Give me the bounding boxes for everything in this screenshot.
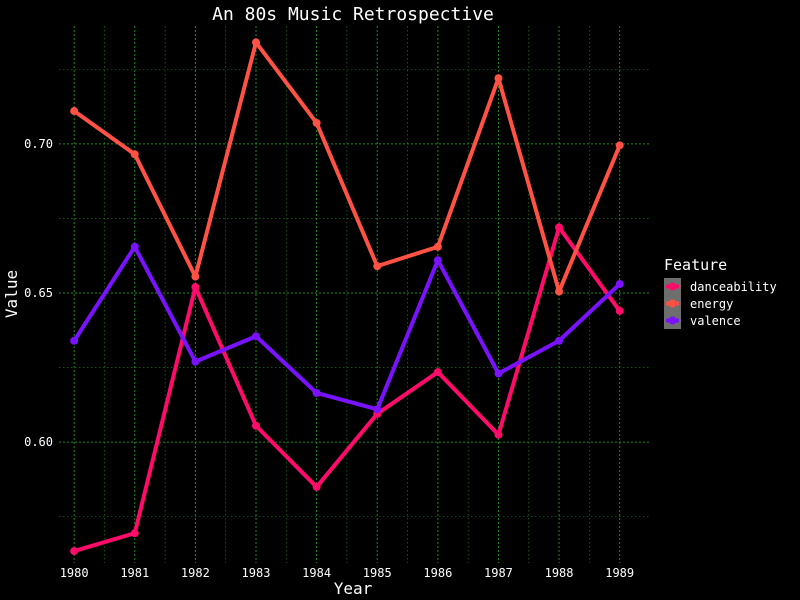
series-valence	[70, 242, 624, 414]
series-lines	[70, 38, 624, 556]
data-point-valence	[252, 332, 260, 341]
legend: Feature danceability energy valence	[664, 256, 777, 329]
series-line-valence	[72, 244, 622, 412]
data-point-energy	[615, 141, 624, 150]
x-axis-ticks: 1980 1981 1982 1983 1984 1985 1986 1987 1988 1989	[60, 566, 634, 580]
legend-item-danceability: danceability	[664, 278, 777, 295]
data-point-energy	[433, 242, 442, 251]
data-point-valence	[555, 336, 564, 345]
data-point-danceability	[312, 482, 321, 491]
legend-item-energy: energy	[664, 295, 733, 312]
y-axis-title: Value	[2, 270, 21, 318]
data-point-energy	[252, 38, 260, 47]
data-point-valence	[373, 405, 382, 414]
legend-title: Feature	[664, 256, 727, 274]
data-point-energy	[191, 272, 200, 281]
data-point-danceability	[130, 529, 139, 538]
series-line-energy	[72, 40, 622, 294]
data-point-energy	[130, 150, 139, 159]
data-point-valence	[433, 256, 442, 265]
data-point-danceability	[555, 223, 564, 232]
x-tick-label: 1989	[605, 566, 634, 580]
x-axis-title: Year	[334, 579, 373, 598]
series-line-danceability	[72, 225, 622, 554]
series-danceability	[70, 223, 624, 556]
data-point-valence	[130, 242, 139, 251]
data-point-energy	[494, 74, 503, 83]
legend-key-point	[668, 316, 677, 325]
x-tick-label: 1986	[423, 566, 452, 580]
data-point-valence	[312, 388, 321, 397]
data-point-danceability	[191, 283, 200, 292]
x-tick-label: 1981	[120, 566, 149, 580]
y-tick-label: 0.65	[24, 286, 53, 300]
y-axis-ticks: 0.60 0.65 0.70	[24, 137, 53, 449]
x-tick-label: 1985	[363, 566, 392, 580]
data-point-energy	[555, 287, 564, 296]
legend-items: danceability energy valence	[664, 278, 777, 329]
chart-title: An 80s Music Retrospective	[212, 4, 494, 25]
legend-item-valence: valence	[664, 312, 741, 329]
x-tick-label: 1980	[60, 566, 89, 580]
grid-lines	[59, 26, 650, 563]
legend-label: energy	[690, 297, 733, 311]
x-tick-label: 1982	[181, 566, 210, 580]
y-tick-label: 0.60	[24, 435, 53, 449]
data-point-energy	[312, 118, 321, 127]
data-point-valence	[615, 280, 624, 289]
data-point-valence	[494, 369, 503, 378]
data-point-danceability	[494, 430, 503, 439]
data-point-energy	[70, 107, 79, 116]
data-point-energy	[373, 262, 382, 271]
legend-key-point	[668, 282, 677, 291]
y-tick-label: 0.70	[24, 137, 53, 151]
data-point-valence	[191, 357, 200, 366]
x-tick-label: 1984	[302, 566, 331, 580]
data-point-valence	[70, 336, 79, 345]
legend-label: danceability	[690, 280, 777, 294]
x-tick-label: 1988	[545, 566, 574, 580]
series-energy	[70, 38, 624, 296]
x-tick-label: 1987	[484, 566, 513, 580]
data-point-danceability	[615, 306, 624, 315]
legend-label: valence	[690, 314, 741, 328]
data-point-danceability	[252, 421, 260, 430]
legend-key-point	[668, 299, 677, 308]
x-tick-label: 1983	[242, 566, 271, 580]
data-point-danceability	[70, 547, 79, 556]
data-point-danceability	[433, 368, 442, 377]
